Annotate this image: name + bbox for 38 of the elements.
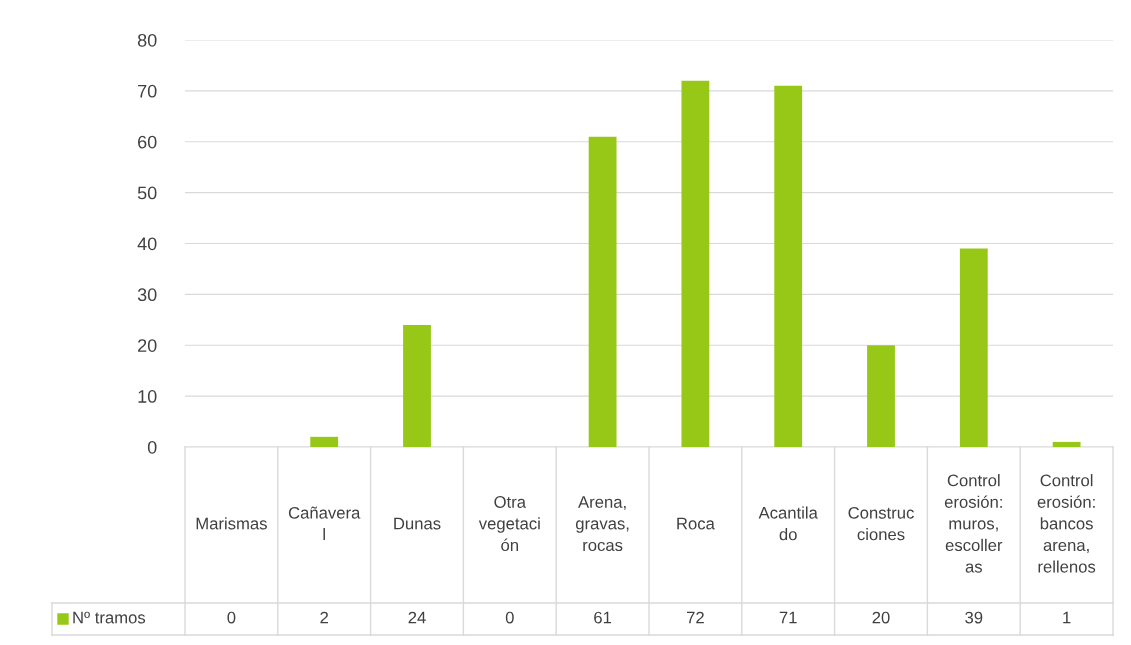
data-label: 72 xyxy=(686,611,704,624)
y-tick-label: 0 xyxy=(147,440,157,454)
x-tick-label: Otra vegetación xyxy=(478,496,540,552)
x-tick-label: Cañaveral xyxy=(288,506,361,541)
bar xyxy=(310,436,339,447)
data-label: 39 xyxy=(965,611,983,624)
x-tick-label: Dunas xyxy=(394,517,441,530)
bar xyxy=(1052,441,1081,447)
bar xyxy=(774,85,803,447)
y-tick-label: 20 xyxy=(138,339,157,352)
y-tick-label: 50 xyxy=(137,186,157,200)
data-label: 0 xyxy=(227,611,236,624)
x-tick-label: Acantilado xyxy=(758,506,818,541)
data-label: 2 xyxy=(320,611,328,624)
y-tick-label: 70 xyxy=(138,84,157,98)
bar xyxy=(403,324,431,447)
bar xyxy=(588,136,617,447)
y-tick-label: 40 xyxy=(137,237,157,251)
y-tick-label: 60 xyxy=(138,135,157,149)
x-tick-label: Roca xyxy=(677,517,715,530)
y-tick-label: 80 xyxy=(137,33,157,47)
legend-label: Nº tramos xyxy=(73,611,146,624)
x-tick-label: Arena, gravas, rocas xyxy=(575,496,629,552)
x-tick-label: Construcciones xyxy=(848,506,914,541)
y-tick-label: 10 xyxy=(138,390,157,403)
x-tick-label: Control erosión: muros, escolleras xyxy=(944,474,1003,573)
data-label: 20 xyxy=(872,611,890,624)
data-label: 24 xyxy=(408,611,426,624)
bar xyxy=(959,248,988,447)
x-tick-label: Control erosión: bancos arena, rellenos xyxy=(1037,474,1096,573)
data-label: 61 xyxy=(594,611,612,624)
y-tick-label: 30 xyxy=(137,288,157,302)
bar xyxy=(867,345,895,447)
data-label: 0 xyxy=(505,611,514,624)
data-label: 71 xyxy=(779,611,797,624)
x-tick-label: Marismas xyxy=(196,517,267,530)
bar xyxy=(681,80,710,447)
data-label: 1 xyxy=(1063,611,1071,624)
